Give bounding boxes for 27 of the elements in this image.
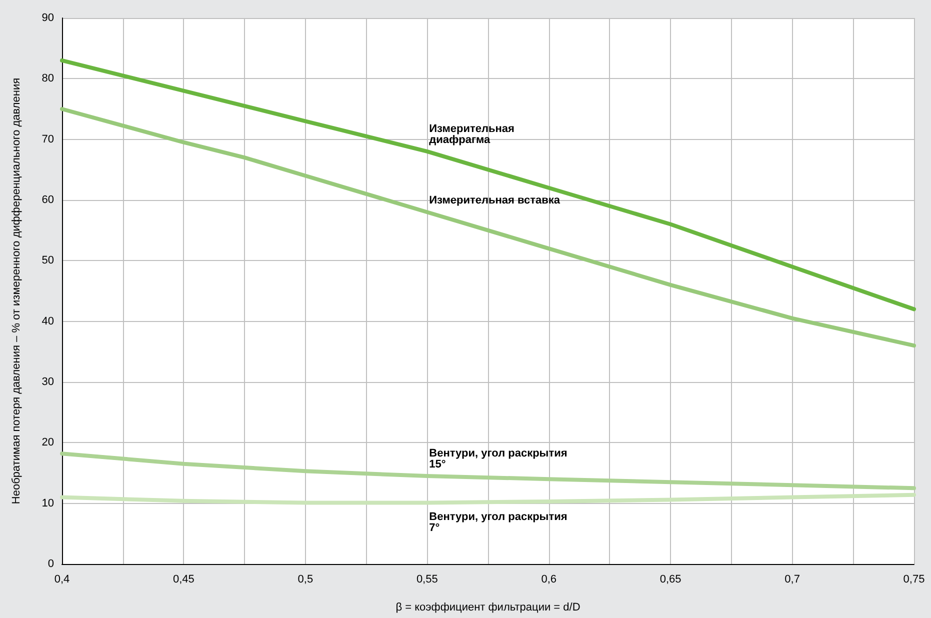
y-tick-label: 60 xyxy=(42,194,54,206)
y-tick-label: 80 xyxy=(42,72,54,85)
x-tick-label: 0,45 xyxy=(173,574,194,586)
y-tick-label: 70 xyxy=(42,133,54,146)
x-tick-label: 0,75 xyxy=(903,574,925,586)
x-tick-label: 0,6 xyxy=(541,574,557,586)
series-label: Вентури, угол раскрытия 15° xyxy=(429,448,570,471)
y-tick-label: 90 xyxy=(42,12,54,24)
y-tick-label: 0 xyxy=(48,558,54,570)
x-axis-title: β = коэффициент фильтрации = d/D xyxy=(396,602,580,614)
y-axis-title: Необратимая потеря давления – % от измеренного дифференциального давления xyxy=(10,78,22,504)
x-tick-label: 0,5 xyxy=(298,574,314,586)
line-series xyxy=(60,58,916,312)
y-tick-label: 20 xyxy=(42,436,54,449)
series-label: Измерительная вставка xyxy=(429,194,561,207)
x-tick-label: 0,55 xyxy=(416,574,438,586)
line-series xyxy=(60,107,916,348)
line-series xyxy=(60,492,916,505)
series-label: Измерительная диафрагма xyxy=(429,122,518,146)
x-tick-label: 0,7 xyxy=(784,574,800,586)
y-tick-label: 40 xyxy=(42,315,54,328)
y-tick-label: 10 xyxy=(42,497,54,510)
x-tick-label: 0,4 xyxy=(54,574,70,586)
x-tick-label: 0,65 xyxy=(660,574,682,586)
series-label: Вентури, угол раскрытия 7° xyxy=(429,511,570,534)
y-tick-label: 50 xyxy=(42,254,54,267)
y-tick-label: 30 xyxy=(42,376,54,388)
